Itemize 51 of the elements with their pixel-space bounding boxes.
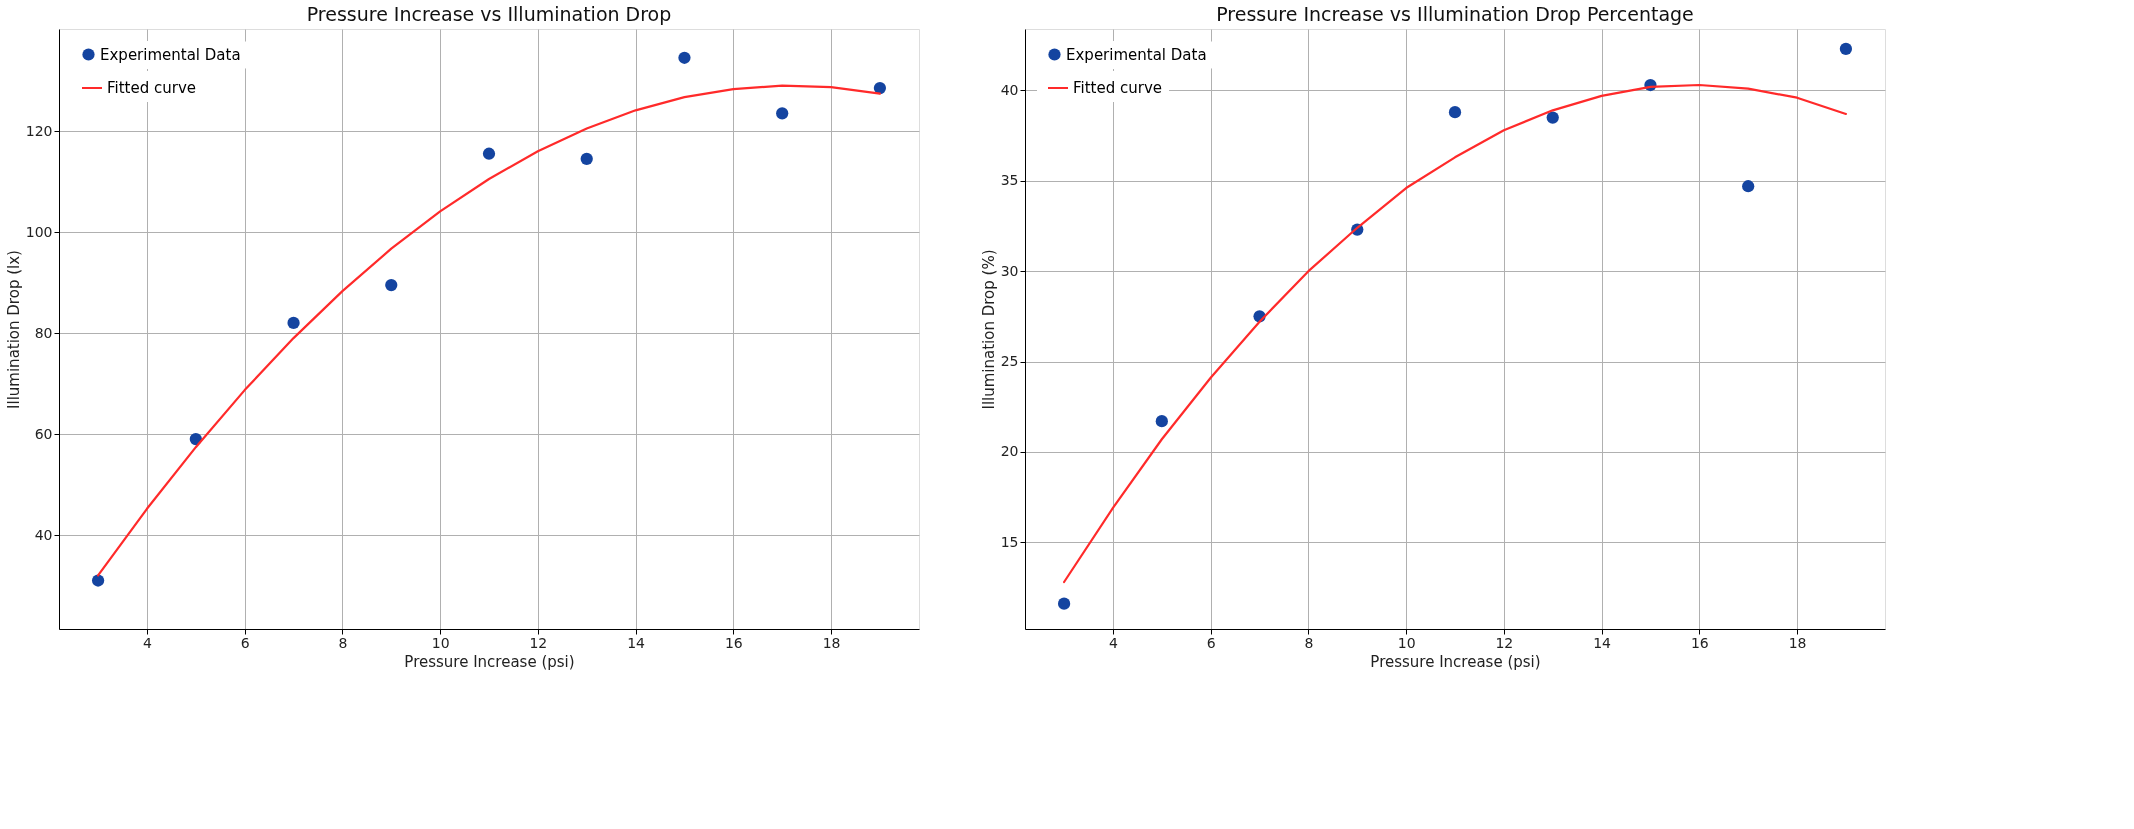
point [873,81,887,95]
point [482,147,496,160]
x-tick-label: 12 [529,634,548,651]
y-axis-title: Illumination Drop (%) [979,249,998,410]
y-tick-label: 40 [1000,81,1019,98]
x-tick-label: 6 [240,634,250,651]
legend-label: Fitted curve [1073,79,1163,97]
x-tick-label: 18 [822,634,841,651]
x-axis-title: Pressure Increase (psi) [404,652,575,671]
y-tick-label: 20 [1000,443,1019,460]
x-tick-label: 12 [1495,634,1514,651]
y-tick-label: 80 [34,324,53,341]
x-tick-label: 8 [1304,634,1314,651]
y-axis-title: Illumination Drop (lx) [4,250,23,409]
point [91,574,105,587]
x-tick-label: 16 [724,634,743,651]
x-tick-label: 4 [142,634,152,651]
point [678,51,691,64]
y-tick-label: 30 [1000,262,1019,279]
point [1448,106,1462,119]
legend-label: Experimental Data [100,45,241,64]
x-tick-label: 18 [1788,634,1807,651]
y-tick-label: 60 [34,425,53,442]
x-tick-label: 16 [1690,634,1709,651]
y-tick-label: 100 [25,223,53,240]
point [1155,415,1168,428]
x-tick-label: 14 [1593,634,1612,651]
point [1839,42,1853,55]
y-tick-label: 40 [34,526,53,543]
chart-title: Pressure Increase vs Illumination Drop [306,3,672,25]
chart-title: Pressure Increase vs Illumination Drop Percentage [1216,3,1694,25]
x-tick-label: 6 [1206,634,1216,651]
point [385,278,398,292]
point [580,152,593,165]
x-tick-label: 10 [1397,634,1416,651]
y-tick-label: 25 [1000,353,1019,370]
x-tick-label: 4 [1108,634,1118,651]
legend-label: Fitted curve [107,79,197,97]
point [287,316,300,330]
y-tick-label: 15 [1000,533,1019,550]
point [1057,597,1071,610]
x-tick-label: 8 [338,634,348,651]
y-tick-label: 120 [25,122,53,139]
y-tick-label: 35 [1000,172,1019,189]
legend-label: Experimental Data [1066,45,1207,64]
x-axis-title: Pressure Increase (psi) [1370,652,1541,671]
x-tick-label: 10 [431,634,450,651]
point [1546,111,1559,124]
point [1742,180,1755,193]
point [776,107,789,120]
x-tick-label: 14 [627,634,646,651]
